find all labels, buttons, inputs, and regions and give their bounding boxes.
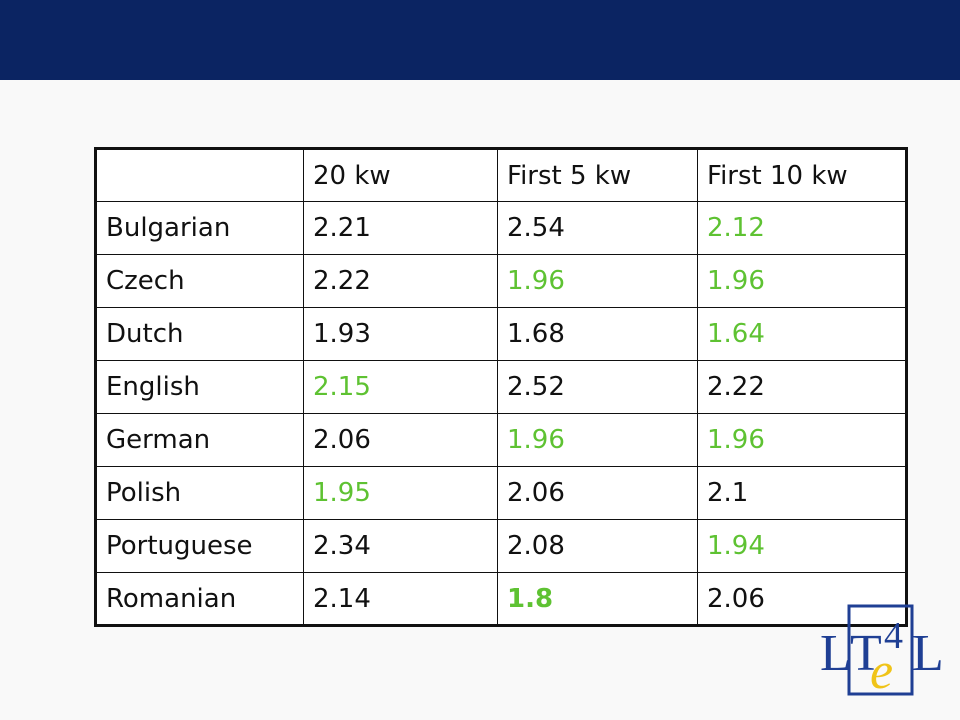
table-row: Polish 1.95 2.06 2.1 [95,466,907,520]
value-cell: 1.94 [697,519,907,573]
table-row: Portuguese 2.34 2.08 1.94 [95,519,907,573]
row-language-cell: Czech [95,254,304,308]
table-row: German 2.06 1.96 1.96 [95,413,907,467]
value-cell: 2.14 [303,572,498,626]
value-cell: 2.12 [697,201,907,255]
row-language-cell: Polish [95,466,304,520]
table-row: Dutch 1.93 1.68 1.64 [95,307,907,361]
row-language-cell: English [95,360,304,414]
row-language-cell: Portuguese [95,519,304,573]
header-cell-empty [95,148,304,202]
value-cell: 2.21 [303,201,498,255]
row-language-cell: Romanian [95,572,304,626]
value-cell: 2.22 [697,360,907,414]
value-cell: 2.22 [303,254,498,308]
header-cell-20kw: 20 kw [303,148,498,202]
table-row: Czech 2.22 1.96 1.96 [95,254,907,308]
value-cell: 2.06 [497,466,698,520]
header-cell-first10kw: First 10 kw [697,148,907,202]
value-cell: 2.06 [697,572,907,626]
value-cell: 1.68 [497,307,698,361]
logo-letter-e: e [870,643,893,700]
header-bar [0,0,960,80]
value-cell: 1.96 [497,254,698,308]
table-header-row: 20 kw First 5 kw First 10 kw [95,148,907,202]
value-cell: 2.54 [497,201,698,255]
value-cell: 2.52 [497,360,698,414]
value-cell: 1.8 [497,572,698,626]
logo-letter-l1: L [820,625,852,682]
value-cell: 2.1 [697,466,907,520]
value-cell: 2.34 [303,519,498,573]
logo-number-4: 4 [884,615,903,657]
results-table: 20 kw First 5 kw First 10 kw Bulgarian 2.… [94,147,908,627]
value-cell: 1.93 [303,307,498,361]
logo-letter-l2: L [912,625,944,682]
table-row: Bulgarian 2.21 2.54 2.12 [95,201,907,255]
value-cell: 2.08 [497,519,698,573]
value-cell: 1.96 [697,254,907,308]
logo-frame [847,604,914,696]
table-row: English 2.15 2.52 2.22 [95,360,907,414]
row-language-cell: German [95,413,304,467]
value-cell: 1.95 [303,466,498,520]
logo-letter-t: T [850,625,882,682]
header-cell-first5kw: First 5 kw [497,148,698,202]
table-body: 20 kw First 5 kw First 10 kw Bulgarian 2.… [95,148,907,626]
value-cell: 2.06 [303,413,498,467]
row-language-cell: Bulgarian [95,201,304,255]
value-cell: 1.96 [697,413,907,467]
value-cell: 2.15 [303,360,498,414]
value-cell: 1.96 [497,413,698,467]
row-language-cell: Dutch [95,307,304,361]
lt4el-logo: L T 4 L e [820,604,944,700]
table-row: Romanian 2.14 1.8 2.06 [95,572,907,626]
value-cell: 1.64 [697,307,907,361]
